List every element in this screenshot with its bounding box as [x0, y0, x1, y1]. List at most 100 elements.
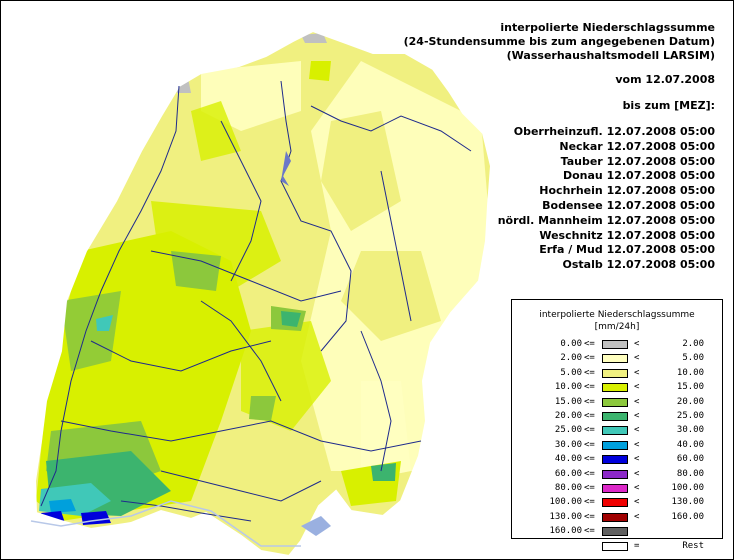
legend-row: 2.00 <= <5.00	[512, 352, 722, 364]
legend-lt: =	[634, 540, 640, 551]
legend-le: <=	[584, 367, 595, 378]
legend-row: 30.00 <= <40.00	[512, 439, 722, 451]
legend-row: = Rest	[512, 540, 722, 552]
legend-swatch	[602, 412, 628, 421]
map-land	[30, 29, 493, 558]
legend-swatch	[602, 484, 628, 493]
legend-unit: [mm/24h]	[594, 322, 640, 332]
gauge-row: Tauber 12.07.2008 05:00	[498, 155, 715, 170]
legend-from: 0.00	[560, 339, 582, 349]
legend-from: 100.00	[549, 497, 582, 508]
legend-to: 25.00	[676, 411, 704, 421]
legend-from: 60.00	[554, 468, 582, 479]
legend-from: 5.00	[560, 367, 582, 378]
gauge-row: Oberrheinzufl. 12.07.2008 05:00	[498, 125, 715, 140]
gauge-name: Tauber	[560, 154, 603, 168]
gauge-name: Donau	[562, 169, 603, 183]
legend-from: 130.00	[549, 511, 582, 522]
title-line: (24-Stundensumme bis zum angegebenen Dat…	[403, 35, 715, 48]
legend-swatch	[602, 354, 628, 364]
legend-le: <=	[584, 439, 595, 450]
map-title: interpolierte Niederschlagssumme (24-Stun…	[404, 21, 715, 63]
gauge-row: nördl. Mannheim 12.07.2008 05:00	[498, 214, 715, 229]
legend-lt: <	[634, 339, 640, 349]
legend-lt: <	[634, 382, 640, 393]
legend-lt: <	[634, 483, 640, 493]
gauge-row: Hochrhein 12.07.2008 05:00	[498, 184, 715, 199]
legend-le: <=	[584, 411, 595, 421]
legend-le: <=	[584, 497, 595, 508]
legend: interpolierte Niederschlagssumme [mm/24h…	[511, 299, 723, 551]
legend-row: 20.00 <= <25.00	[512, 410, 722, 422]
title-line: (Wasserhaushaltsmodell LARSIM)	[506, 49, 715, 62]
gauge-name: nördl. Mannheim	[497, 213, 603, 227]
gauge-row: Neckar 12.07.2008 05:00	[498, 140, 715, 155]
gauge-row: Bodensee 12.07.2008 05:00	[498, 199, 715, 214]
legend-to: 40.00	[676, 439, 704, 450]
gauge-datetime: 12.07.2008 05:00	[606, 184, 715, 198]
gauge-name: Oberrheinzufl.	[513, 125, 603, 138]
legend-to: 100.00	[671, 483, 704, 493]
legend-row: 130.00 <= <160.00	[512, 511, 722, 523]
legend-row: 80.00 <= <100.00	[512, 482, 722, 494]
gauge-list: Oberrheinzufl. 12.07.2008 05:00 Neckar 12…	[498, 125, 715, 273]
legend-row: 100.00 <= <130.00	[512, 496, 722, 508]
legend-swatch	[602, 383, 628, 393]
legend-lt: <	[634, 425, 640, 436]
legend-swatch	[602, 512, 628, 522]
legend-le: <=	[584, 511, 595, 522]
legend-lt: <	[634, 396, 640, 407]
legend-from: 10.00	[554, 382, 582, 393]
gauge-datetime: 12.07.2008 05:00	[606, 154, 715, 168]
legend-from: 25.00	[554, 425, 582, 436]
legend-lt: <	[634, 511, 640, 522]
legend-row: 5.00 <= <10.00	[512, 367, 722, 379]
legend-from: 15.00	[554, 396, 582, 407]
legend-swatch	[602, 426, 628, 436]
gauge-row: Donau 12.07.2008 05:00	[498, 169, 715, 184]
legend-lt: <	[634, 411, 640, 421]
gauge-datetime: 12.07.2008 05:00	[606, 198, 715, 212]
legend-from: 20.00	[554, 411, 582, 421]
legend-to: 130.00	[671, 497, 704, 508]
legend-swatch	[602, 498, 628, 508]
legend-le: <=	[584, 396, 595, 407]
legend-to: 160.00	[671, 511, 704, 522]
legend-lt: <	[634, 468, 640, 479]
gauge-name: Hochrhein	[539, 184, 603, 198]
legend-from: 30.00	[554, 439, 582, 450]
gauge-name: Neckar	[559, 139, 603, 153]
legend-row: 10.00 <= <15.00	[512, 381, 722, 393]
legend-le: <=	[584, 353, 595, 364]
legend-lt: <	[634, 497, 640, 508]
legend-row: 25.00 <= <30.00	[512, 424, 722, 436]
gauge-datetime: 12.07.2008 05:00	[606, 258, 715, 272]
legend-swatch	[602, 455, 628, 465]
gauge-row: Ostalb 12.07.2008 05:00	[498, 258, 715, 273]
legend-lt: <	[634, 353, 640, 364]
legend-swatch	[602, 541, 628, 551]
legend-to: 80.00	[676, 468, 704, 479]
gauge-datetime: 12.07.2008 05:00	[606, 228, 715, 242]
gauge-datetime: 12.07.2008 05:00	[606, 213, 715, 227]
legend-lt: <	[634, 439, 640, 450]
legend-to: 15.00	[676, 382, 704, 393]
gauge-name: Ostalb	[562, 258, 603, 272]
legend-le: <=	[584, 468, 595, 479]
gauge-datetime: 12.07.2008 05:00	[606, 139, 715, 153]
legend-to: 30.00	[676, 425, 704, 436]
legend-from: 40.00	[554, 454, 582, 465]
gauge-datetime: 12.07.2008 05:00	[606, 169, 715, 183]
legend-le: <=	[584, 425, 595, 436]
legend-row: 160.00 <=	[512, 525, 722, 537]
legend-lt: <	[634, 367, 640, 378]
legend-swatch	[602, 527, 628, 537]
gauge-row: Weschnitz 12.07.2008 05:00	[498, 229, 715, 244]
legend-row: 0.00 <= <2.00	[512, 338, 722, 350]
legend-swatch	[602, 368, 628, 378]
legend-le: <=	[584, 339, 595, 349]
title-line: interpolierte Niederschlagssumme	[500, 21, 715, 34]
legend-row: 15.00 <= <20.00	[512, 396, 722, 408]
legend-to: 10.00	[676, 367, 704, 378]
